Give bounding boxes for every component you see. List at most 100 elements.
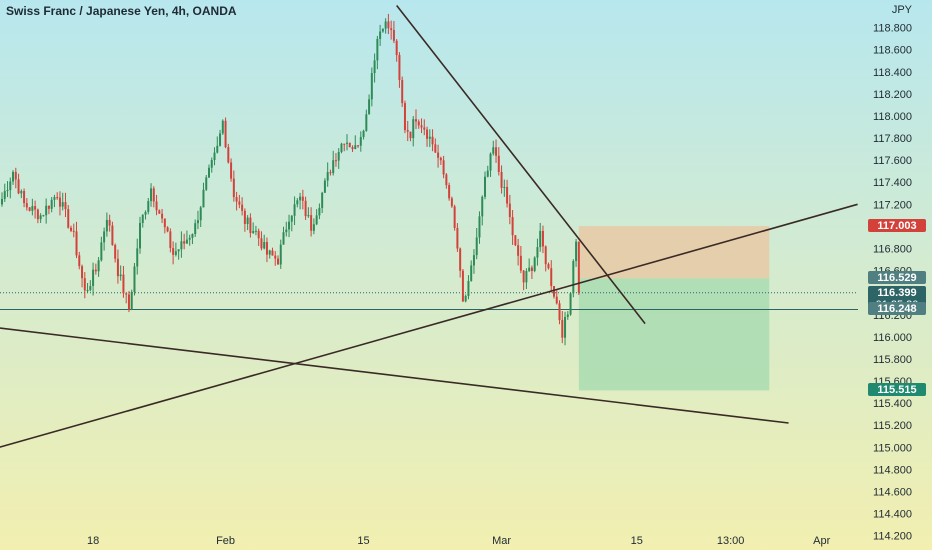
candle-body bbox=[6, 190, 9, 192]
candle-body bbox=[238, 201, 241, 205]
candle bbox=[23, 188, 26, 208]
candle-body bbox=[420, 125, 423, 128]
candle bbox=[553, 285, 555, 299]
candle-body bbox=[127, 294, 130, 310]
candle bbox=[550, 260, 553, 293]
candle-body bbox=[334, 160, 337, 162]
candle-body bbox=[481, 196, 484, 217]
candle bbox=[442, 155, 445, 179]
candle-body bbox=[254, 230, 257, 232]
candle bbox=[522, 269, 525, 291]
candle-body bbox=[370, 73, 373, 100]
candle bbox=[459, 247, 462, 278]
candle-body bbox=[12, 171, 15, 182]
candle-body bbox=[459, 248, 462, 271]
y-tick-label: 115.000 bbox=[873, 442, 912, 454]
candle bbox=[202, 182, 205, 208]
candle bbox=[390, 20, 393, 40]
candle-body bbox=[235, 197, 238, 202]
candle bbox=[500, 165, 503, 194]
candle bbox=[437, 144, 440, 168]
candle-body bbox=[392, 29, 395, 41]
candle-body bbox=[566, 314, 569, 317]
candle-body bbox=[337, 152, 340, 161]
candle bbox=[539, 222, 542, 252]
candle-body bbox=[224, 120, 227, 148]
candle bbox=[423, 119, 426, 136]
candle bbox=[334, 153, 337, 167]
candle bbox=[111, 221, 114, 246]
candle bbox=[536, 238, 539, 266]
candle-body bbox=[147, 201, 150, 212]
candle-body bbox=[9, 181, 12, 191]
candle-body bbox=[492, 147, 495, 154]
candle bbox=[285, 221, 288, 237]
candle-body bbox=[315, 215, 318, 225]
y-tick-label: 116.000 bbox=[873, 332, 912, 344]
candle bbox=[530, 265, 533, 279]
candle-body bbox=[495, 147, 498, 156]
candle-body bbox=[437, 152, 440, 158]
y-tick-label: 117.200 bbox=[873, 199, 912, 211]
candle bbox=[28, 207, 31, 212]
candle bbox=[362, 129, 365, 140]
candle bbox=[304, 196, 307, 220]
candle bbox=[230, 158, 233, 182]
candle bbox=[246, 215, 249, 231]
candle bbox=[263, 234, 266, 250]
candle-body bbox=[199, 207, 202, 221]
candle-body bbox=[318, 207, 321, 216]
candle bbox=[406, 120, 409, 142]
candle bbox=[6, 181, 9, 198]
candle bbox=[122, 266, 125, 298]
candle bbox=[478, 211, 481, 244]
candle bbox=[213, 147, 216, 166]
candle-body bbox=[116, 258, 119, 277]
candle-body bbox=[508, 203, 511, 218]
candle-body bbox=[558, 303, 561, 320]
candle bbox=[274, 251, 277, 266]
candle bbox=[299, 192, 302, 210]
candle bbox=[61, 192, 64, 211]
candle bbox=[260, 231, 263, 251]
candle bbox=[136, 238, 139, 275]
candle-body bbox=[409, 131, 412, 139]
candle bbox=[161, 208, 164, 224]
candle-body bbox=[221, 120, 224, 134]
candle-body bbox=[285, 229, 288, 233]
candle bbox=[426, 126, 429, 147]
candle-body bbox=[1, 198, 3, 205]
candle bbox=[196, 210, 199, 230]
candle-body bbox=[205, 177, 208, 190]
candle-body bbox=[56, 197, 59, 199]
candle bbox=[150, 183, 153, 207]
y-tick-label: 118.000 bbox=[873, 111, 912, 123]
candle bbox=[456, 223, 459, 252]
candle-body bbox=[343, 143, 346, 145]
y-tick-label: 117.600 bbox=[873, 155, 912, 167]
candle bbox=[506, 179, 509, 208]
candle bbox=[133, 262, 136, 296]
candle-body bbox=[177, 249, 180, 252]
candle-body bbox=[210, 160, 213, 168]
candle-body bbox=[301, 196, 304, 201]
candle-body bbox=[448, 185, 451, 199]
rising-support-trendline bbox=[0, 203, 858, 448]
candle-body bbox=[155, 201, 158, 211]
candle-body bbox=[185, 239, 188, 244]
candle-body bbox=[472, 255, 475, 266]
candle bbox=[36, 208, 39, 224]
candle bbox=[83, 272, 86, 299]
candle bbox=[130, 289, 133, 311]
y-tick-label: 115.200 bbox=[873, 420, 912, 432]
candle bbox=[575, 238, 578, 267]
candle-body bbox=[398, 55, 401, 80]
candle bbox=[326, 162, 329, 187]
candle-body bbox=[42, 215, 45, 217]
candle bbox=[191, 233, 194, 245]
candle-body bbox=[97, 260, 100, 272]
candle-body bbox=[439, 157, 442, 161]
candle bbox=[163, 218, 166, 234]
